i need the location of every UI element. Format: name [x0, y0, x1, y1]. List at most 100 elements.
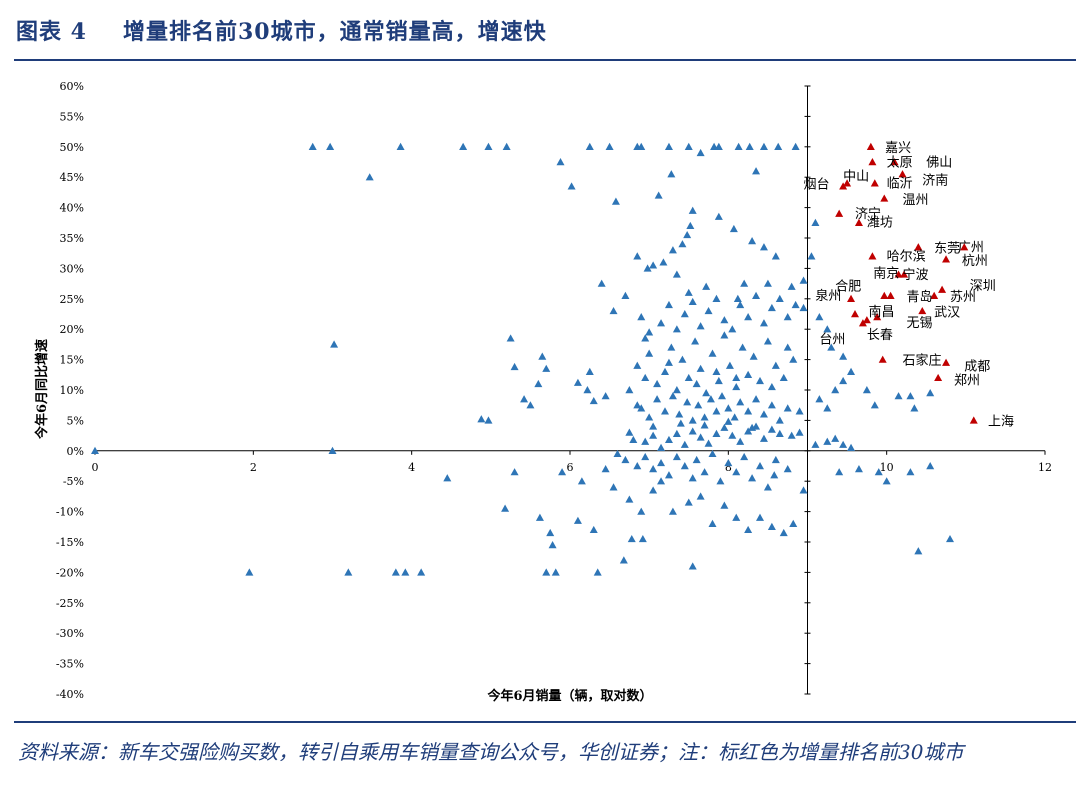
city-point	[823, 404, 832, 412]
city-point	[477, 415, 486, 423]
city-point	[748, 474, 757, 482]
city-point	[672, 386, 681, 394]
city-point	[882, 477, 891, 485]
city-point	[712, 367, 721, 375]
city-point	[783, 465, 792, 473]
city-label: 合肥	[835, 279, 861, 294]
top30-city-point	[894, 270, 903, 278]
y-tick-label: -40%	[56, 688, 84, 701]
city-point	[799, 303, 808, 312]
city-point	[459, 142, 468, 150]
city-point	[744, 370, 753, 378]
city-point	[688, 427, 697, 435]
city-point	[593, 568, 602, 576]
top30-city-point	[862, 316, 871, 324]
city-point	[649, 261, 658, 269]
city-point	[740, 452, 749, 461]
city-point	[733, 294, 742, 302]
city-point	[643, 264, 652, 272]
top30-city-point	[934, 373, 943, 382]
city-point	[645, 328, 654, 336]
city-point	[484, 416, 493, 424]
city-point	[752, 291, 761, 299]
city-point	[619, 556, 628, 564]
city-point	[716, 477, 725, 485]
city-point	[692, 455, 701, 464]
top30-city-point	[851, 310, 859, 318]
city-point	[839, 440, 848, 448]
city-point	[756, 462, 764, 470]
x-tick-label: 8	[725, 461, 732, 474]
top30-city-point	[873, 313, 882, 321]
top30-city-point	[938, 285, 947, 293]
city-point	[641, 452, 650, 461]
city-point	[702, 282, 711, 290]
city-point	[649, 486, 658, 494]
top30-city-point	[900, 270, 909, 278]
city-point	[585, 367, 594, 375]
city-point	[668, 507, 677, 515]
city-point	[661, 367, 669, 375]
city-point	[506, 334, 515, 342]
city-point	[787, 282, 796, 290]
city-point	[542, 568, 551, 576]
y-tick-labels: -40% -35% -30% -25% -20% -15% -10% -5% 0% 5% 10% 15…	[56, 80, 811, 701]
city-point	[637, 507, 646, 515]
y-tick-label: 60%	[60, 80, 84, 93]
city-point	[659, 258, 668, 266]
city-point	[862, 386, 871, 394]
city-point	[556, 158, 565, 166]
y-tick-label: 50%	[60, 141, 84, 154]
city-point	[744, 427, 753, 435]
city-point	[752, 167, 761, 175]
city-point	[401, 568, 410, 576]
city-point	[688, 206, 697, 214]
city-point	[756, 376, 764, 385]
city-point	[664, 435, 673, 444]
top30-city-point	[858, 319, 867, 327]
city-point	[720, 423, 729, 431]
city-point	[365, 173, 374, 181]
city-point	[510, 362, 519, 371]
city-point	[748, 423, 757, 431]
city-point	[759, 410, 768, 418]
city-point	[551, 568, 560, 576]
city-point	[789, 355, 798, 363]
city-point	[633, 252, 642, 260]
x-tick-label: 12	[1038, 461, 1052, 474]
city-label: 烟台	[804, 177, 830, 192]
scatter-chart: -40% -35% -30% -25% -20% -15% -10% -5% 0% 5% 10% 15…	[34, 80, 1052, 704]
city-point	[696, 492, 705, 500]
city-point	[672, 429, 681, 437]
city-point	[637, 313, 646, 321]
city-point	[791, 300, 800, 309]
city-point	[744, 313, 753, 321]
city-point	[767, 382, 776, 391]
y-tick-label: 15%	[60, 354, 84, 367]
y-tick-label: -20%	[56, 566, 84, 579]
city-point	[795, 428, 804, 436]
city-point	[914, 547, 923, 555]
city-point	[706, 395, 715, 403]
city-point	[874, 468, 883, 476]
top30-city-point	[918, 306, 927, 315]
city-point	[641, 334, 650, 342]
city-point	[417, 568, 426, 576]
city-point	[714, 376, 723, 385]
city-point	[946, 534, 954, 543]
city-point	[767, 425, 776, 433]
source-note: 资料来源：新车交强险购买数，转引自乘用车销量查询公众号，华创证券；注：标红色为增…	[18, 740, 964, 764]
city-point	[783, 313, 792, 321]
city-point	[718, 392, 726, 400]
city-point	[926, 462, 935, 470]
city-point	[245, 568, 254, 576]
city-point	[783, 404, 792, 412]
city-point	[625, 386, 634, 394]
city-point	[823, 437, 832, 445]
city-point	[774, 142, 783, 150]
city-point	[906, 392, 915, 400]
city-point	[791, 142, 800, 150]
city-point	[609, 306, 618, 315]
city-point	[633, 401, 642, 409]
city-point	[625, 495, 634, 503]
